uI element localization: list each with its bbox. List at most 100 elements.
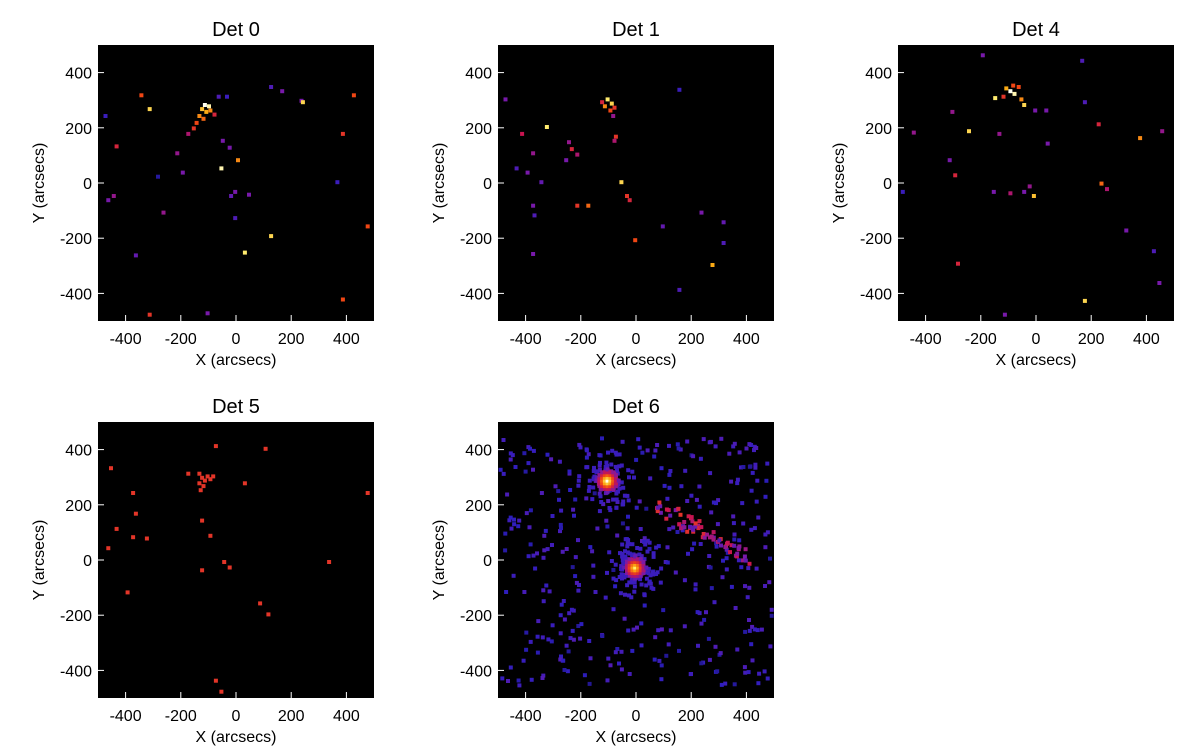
heatmap-pixel xyxy=(1022,103,1027,107)
heatmap-pixel xyxy=(201,116,206,121)
heatmap-pixel xyxy=(638,562,643,567)
heatmap-pixel xyxy=(997,131,1002,136)
heatmap-pixel xyxy=(622,493,627,498)
heatmap-pixel xyxy=(625,544,630,549)
heatmap-pixel xyxy=(688,672,693,677)
heatmap-pixel xyxy=(202,478,207,483)
heatmap-pixel xyxy=(197,471,202,476)
x-tick-label: -200 xyxy=(565,331,597,348)
heatmap-pixel xyxy=(631,627,636,632)
heatmap-pixel xyxy=(644,506,649,511)
heatmap-pixel xyxy=(597,475,602,480)
heatmap-pixel xyxy=(559,508,564,513)
heatmap-pixel xyxy=(109,466,113,471)
heatmap-pixel xyxy=(615,647,620,651)
heatmap-pixel xyxy=(707,554,712,558)
heatmap-pixel xyxy=(735,551,740,556)
heatmap-pixel xyxy=(1157,281,1162,285)
heatmap-pixel xyxy=(608,478,613,483)
heatmap-pixel xyxy=(608,475,613,480)
heatmap-pixel xyxy=(768,644,773,649)
heatmap-pixel xyxy=(613,562,618,567)
heatmap-pixel xyxy=(591,469,596,473)
heatmap-pixel xyxy=(690,547,695,552)
heatmap-pixel xyxy=(754,566,759,571)
heatmap-pixel xyxy=(639,582,644,587)
heatmap-pixel xyxy=(559,602,564,607)
heatmap-pixel xyxy=(702,617,707,622)
x-tick-label: 400 xyxy=(733,708,760,725)
heatmap-pixel xyxy=(539,180,544,185)
heatmap-pixel xyxy=(696,643,700,648)
heatmap-pixel xyxy=(511,573,516,578)
heatmap-pixel xyxy=(953,173,958,178)
heatmap-pixel xyxy=(504,590,509,594)
heatmap-pixel xyxy=(641,560,646,564)
y-tick-label: 400 xyxy=(65,443,92,460)
x-tick-label: 200 xyxy=(678,331,705,348)
heatmap-pixel xyxy=(632,584,637,589)
heatmap-pixel xyxy=(735,647,740,652)
heatmap-pixel xyxy=(611,497,616,502)
heatmap-pixel xyxy=(579,622,584,627)
heatmap-pixel xyxy=(608,473,613,478)
heatmap-pixel xyxy=(501,471,506,476)
heatmap-pixel xyxy=(507,518,512,523)
heatmap-pixel xyxy=(743,547,748,552)
heatmap-pixel xyxy=(106,546,111,551)
heatmap-pixel xyxy=(613,478,618,483)
heatmap-pixel xyxy=(545,547,550,552)
heatmap-pixel xyxy=(535,650,540,655)
heatmap-pixel xyxy=(528,639,533,644)
heatmap-pixel xyxy=(734,554,739,559)
heatmap-pixel xyxy=(642,603,647,608)
heatmap-pixel xyxy=(647,546,652,551)
heatmap-pixel xyxy=(567,471,572,476)
heatmap-pixel xyxy=(690,526,695,530)
heatmap-pixel xyxy=(595,526,600,531)
heatmap-pixel xyxy=(602,473,607,478)
heatmap-pixel xyxy=(711,537,716,542)
heatmap-pixel xyxy=(161,210,166,215)
axes: -400 -200 0 200 400 400 200 0 -200 -400 xyxy=(60,66,360,348)
heatmap-pixel xyxy=(208,108,213,113)
heatmap-pixel xyxy=(605,484,610,489)
heatmap-pixel xyxy=(639,554,644,559)
heatmap-pixel xyxy=(546,637,551,642)
heatmap-pixel xyxy=(602,478,607,483)
heatmap-pixel xyxy=(208,533,213,538)
heatmap-pixel xyxy=(677,648,681,653)
heatmap-pixel xyxy=(627,557,632,562)
heatmap-pixel xyxy=(709,586,714,591)
heatmap-pixels xyxy=(103,85,370,317)
y-tick-label: 0 xyxy=(83,553,92,570)
heatmap-pixel xyxy=(258,601,263,606)
heatmap-pixel xyxy=(597,453,602,458)
heatmap-pixel xyxy=(600,481,605,486)
x-tick-label: 400 xyxy=(333,331,360,348)
heatmap-pixel xyxy=(584,465,589,470)
heatmap-pixel xyxy=(755,628,760,633)
heatmap-pixel xyxy=(197,114,202,118)
heatmap-pixel xyxy=(724,547,729,552)
heatmap-pixel xyxy=(624,557,629,562)
heatmap-pixel xyxy=(517,518,522,523)
heatmap-pixel xyxy=(590,549,595,554)
heatmap-pixel xyxy=(208,477,213,482)
heatmap-pixel xyxy=(648,573,653,578)
heatmap-pixel xyxy=(512,522,517,527)
heatmap-pixel xyxy=(707,440,712,445)
y-axis-label: Y (arcsecs) xyxy=(31,143,48,224)
heatmap-pixel xyxy=(227,145,232,150)
heatmap-pixel xyxy=(625,550,630,555)
heatmap-pixel xyxy=(602,486,607,491)
x-tick-label: -200 xyxy=(565,708,597,725)
heatmap-pixel xyxy=(749,642,754,647)
heatmap-pixel xyxy=(630,557,635,562)
heatmap-pixel xyxy=(565,669,570,674)
heatmap-pixel xyxy=(613,584,618,589)
heatmap-pixel xyxy=(633,557,638,562)
heatmap-pixel xyxy=(526,554,531,559)
x-tick-label: 0 xyxy=(1032,331,1041,348)
heatmap-pixel xyxy=(652,657,657,662)
